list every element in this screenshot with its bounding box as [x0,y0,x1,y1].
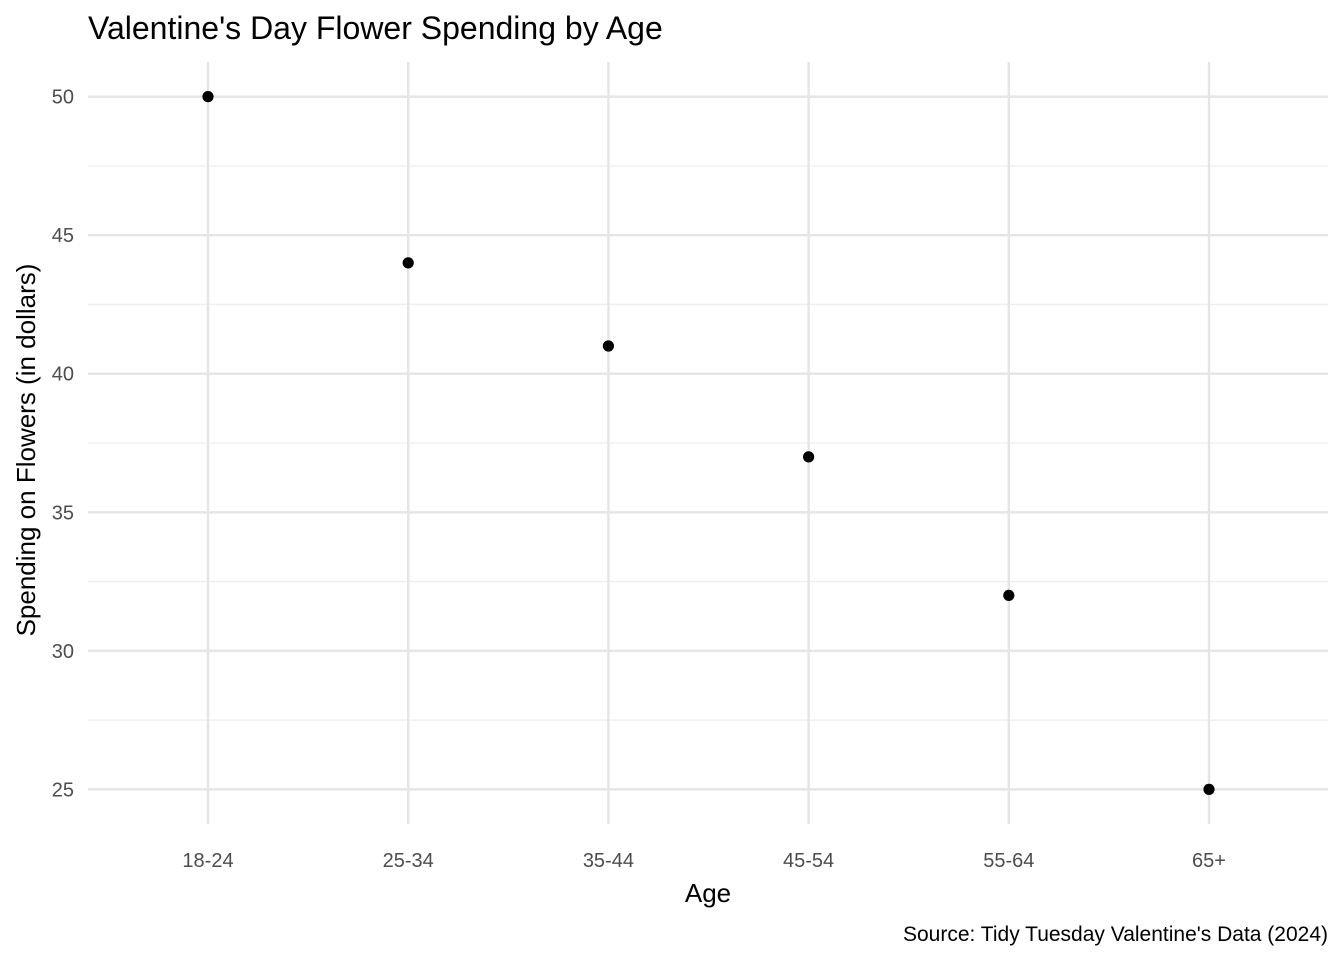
chart-title: Valentine's Day Flower Spending by Age [88,10,663,46]
major-gridlines [88,62,1328,824]
y-tick-label: 35 [52,502,74,524]
y-axis-ticks: 25 30 35 40 45 50 [52,87,74,802]
x-tick-label: 35-44 [583,850,634,872]
x-tick-label: 55-64 [983,850,1034,872]
data-points [202,91,1215,795]
plot-area [88,62,1328,824]
y-tick-label: 45 [52,225,74,247]
y-tick-label: 40 [52,364,74,386]
data-point [602,340,615,352]
x-axis-ticks: 18-24 25-34 35-44 45-54 55-64 65+ [182,850,1226,872]
data-point [202,91,214,103]
x-axis-title: Age [685,878,731,908]
x-tick-label: 18-24 [182,850,233,872]
x-tick-label: 25-34 [383,850,434,872]
y-tick-label: 30 [52,641,74,663]
data-point [1203,783,1215,795]
source-caption: Source: Tidy Tuesday Valentine's Data (2… [903,923,1328,946]
y-tick-label: 50 [52,87,74,109]
data-point [803,451,815,463]
y-tick-label: 25 [52,779,74,801]
data-point [1003,589,1015,602]
x-tick-label: 65+ [1192,850,1226,872]
y-axis-title: Spending on Flowers (in dollars) [11,264,41,637]
x-tick-label: 45-54 [783,850,834,872]
data-point [402,257,414,269]
minor-gridlines [88,165,1328,721]
